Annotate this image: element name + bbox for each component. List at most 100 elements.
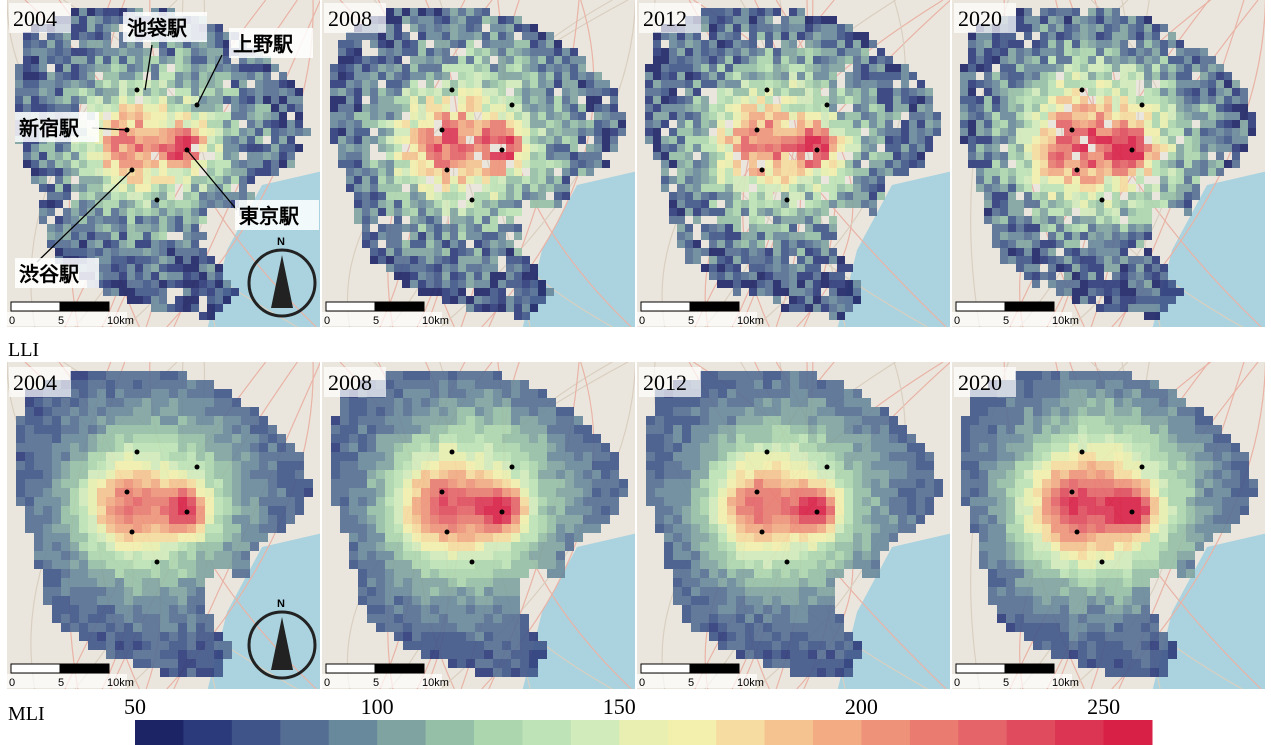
map-cell [338, 96, 346, 104]
map-cell [1216, 144, 1224, 152]
map-cell [1080, 104, 1088, 112]
map-cell [506, 264, 514, 272]
map-cell [263, 88, 271, 96]
map-cell [458, 192, 466, 200]
map-cell [119, 48, 127, 56]
map-cell [175, 80, 183, 88]
map-cell [1000, 208, 1008, 216]
map-cell [159, 160, 167, 168]
map-cell [55, 224, 63, 232]
map-cell [992, 176, 1000, 184]
map-cell [1128, 136, 1136, 144]
map-cell [15, 72, 23, 80]
map-cell [1040, 224, 1048, 232]
map-cell [1120, 16, 1128, 24]
map-cell [813, 176, 821, 184]
map-cell [1000, 256, 1008, 264]
map-cell [187, 443, 196, 452]
map-cell [1024, 144, 1032, 152]
map-cell [1104, 64, 1112, 72]
map-cell [119, 264, 127, 272]
map-cell [330, 128, 338, 136]
map-cell [259, 452, 268, 461]
map-cell [733, 208, 741, 216]
map-cell [178, 389, 187, 398]
map-cell [111, 184, 119, 192]
map-cell [450, 224, 458, 232]
map-cell [362, 152, 370, 160]
map-cell [143, 120, 151, 128]
map-cell [829, 232, 837, 240]
map-cell [331, 443, 340, 452]
map-cell [1000, 216, 1008, 224]
map-cell [207, 272, 215, 280]
map-cell [475, 398, 484, 407]
map-cell [1040, 80, 1048, 88]
map-cell [133, 434, 142, 443]
map-cell [506, 64, 514, 72]
map-cell [474, 296, 482, 304]
map-cell [103, 208, 111, 216]
map-cell [757, 240, 765, 248]
map-cell [733, 88, 741, 96]
map-cell [861, 152, 869, 160]
map-cell [88, 497, 97, 506]
map-cell [789, 24, 797, 32]
map-cell [570, 136, 578, 144]
map-cell [159, 144, 167, 152]
map-cell [250, 524, 259, 533]
map-cell [554, 152, 562, 160]
map-cell [450, 296, 458, 304]
map-cell [853, 104, 861, 112]
map-cell [434, 104, 442, 112]
map-cell [458, 248, 466, 256]
map-cell [103, 40, 111, 48]
map-cell [717, 136, 725, 144]
map-cell [191, 48, 199, 56]
map-cell [71, 88, 79, 96]
map-cell [821, 280, 829, 288]
map-cell [247, 88, 255, 96]
map-cell [837, 88, 845, 96]
map-cell [106, 632, 115, 641]
map-cell [207, 104, 215, 112]
map-cell [39, 168, 47, 176]
map-cell [167, 96, 175, 104]
map-cell [653, 64, 661, 72]
map-cell [34, 398, 43, 407]
map-panel: 20040510kmN [7, 362, 327, 692]
map-cell [578, 104, 586, 112]
map-cell [160, 578, 169, 587]
map-cell [530, 152, 538, 160]
map-cell [1200, 168, 1208, 176]
map-cell [191, 64, 199, 72]
map-cell [677, 80, 685, 88]
map-cell [160, 434, 169, 443]
map-cell [241, 479, 250, 488]
map-cell [701, 144, 709, 152]
map-cell [1200, 136, 1208, 144]
map-cell [142, 659, 151, 668]
map-cell [554, 128, 562, 136]
map-cell [52, 524, 61, 533]
map-cell [79, 542, 88, 551]
map-cell [1152, 168, 1160, 176]
map-cell [546, 40, 554, 48]
map-cell [207, 296, 215, 304]
map-cell [685, 224, 693, 232]
map-cell [677, 64, 685, 72]
map-cell [709, 168, 717, 176]
map-cell [1080, 40, 1088, 48]
map-cell [346, 32, 354, 40]
map-cell [741, 200, 749, 208]
map-cell [877, 48, 885, 56]
map-cell [813, 40, 821, 48]
map-cell [474, 176, 482, 184]
map-cell [514, 208, 522, 216]
map-cell [498, 288, 506, 296]
map-cell [781, 48, 789, 56]
map-cell [106, 479, 115, 488]
map-cell [1040, 48, 1048, 56]
map-cell [367, 425, 376, 434]
map-cell [693, 56, 701, 64]
